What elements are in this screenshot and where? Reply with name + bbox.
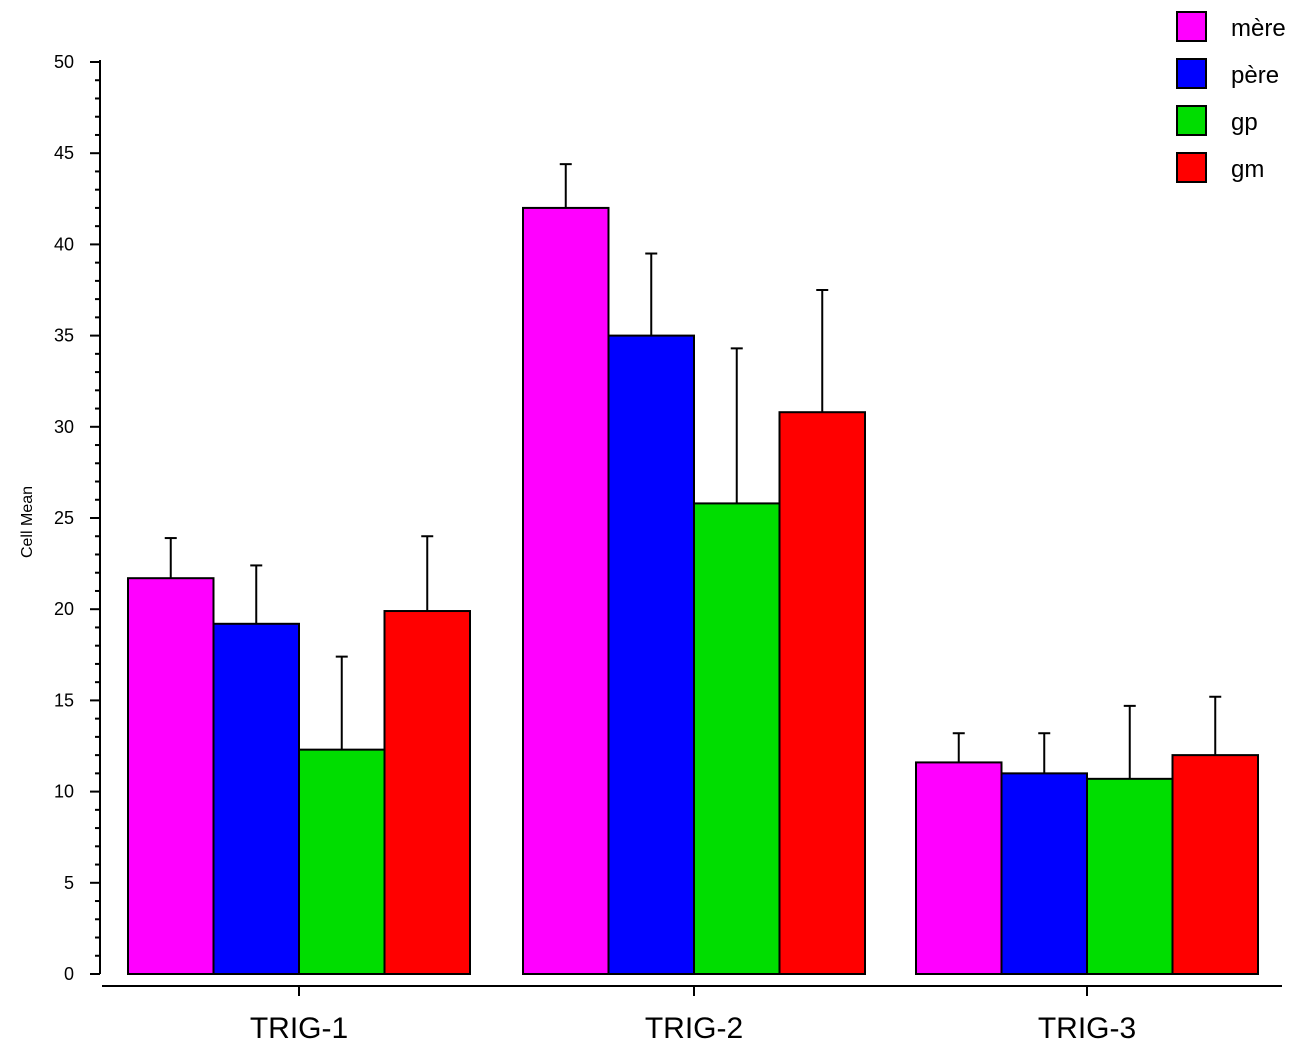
y-axis: 0 5 10 15 20 25 30 35 40 45 50 xyxy=(54,52,101,984)
bar-mère-trig-1 xyxy=(127,577,215,976)
y-axis-label: Cell Mean xyxy=(19,486,36,558)
x-category-label: TRIG-2 xyxy=(645,1012,743,1043)
y-tick-label: 50 xyxy=(54,52,74,72)
legend-swatch xyxy=(1176,152,1207,183)
bar-père-trig-1 xyxy=(212,622,300,975)
y-tick-label: 0 xyxy=(64,964,74,984)
bar-gm-trig-1 xyxy=(383,610,471,975)
bar-gp-trig-1 xyxy=(298,748,386,976)
bar-père-trig-2 xyxy=(607,334,695,976)
legend-swatch xyxy=(1176,11,1207,42)
bars xyxy=(127,163,1259,976)
y-tick-label: 25 xyxy=(54,508,74,528)
y-tick-label: 5 xyxy=(64,873,74,893)
x-category-label: TRIG-1 xyxy=(250,1012,348,1043)
y-tick-label: 40 xyxy=(54,234,74,254)
legend-label: père xyxy=(1231,62,1279,89)
x-axis: TRIG-1 TRIG-2 TRIG-3 xyxy=(102,985,1282,1043)
legend-label: gm xyxy=(1231,156,1264,183)
legend-swatch xyxy=(1176,105,1207,136)
bar-mère-trig-2 xyxy=(522,206,610,976)
y-tick-label: 20 xyxy=(54,599,74,619)
y-tick-label: 35 xyxy=(54,326,74,346)
bar-père-trig-3 xyxy=(1000,772,1088,975)
y-tick-label: 10 xyxy=(54,782,74,802)
bar-mère-trig-3 xyxy=(915,761,1003,976)
y-tick-label: 15 xyxy=(54,690,74,710)
bar-gp-trig-2 xyxy=(693,502,781,975)
x-category-label: TRIG-3 xyxy=(1038,1012,1136,1043)
legend-label: mère xyxy=(1231,15,1286,42)
legend-label: gp xyxy=(1231,109,1258,136)
legend-swatch xyxy=(1176,58,1207,89)
bar-gm-trig-2 xyxy=(778,411,866,975)
y-tick-label: 45 xyxy=(54,143,74,163)
bar-gm-trig-3 xyxy=(1171,754,1259,975)
y-tick-label: 30 xyxy=(54,417,74,437)
bar-gp-trig-3 xyxy=(1086,777,1174,975)
legend: mère père gp gm xyxy=(1176,11,1286,183)
